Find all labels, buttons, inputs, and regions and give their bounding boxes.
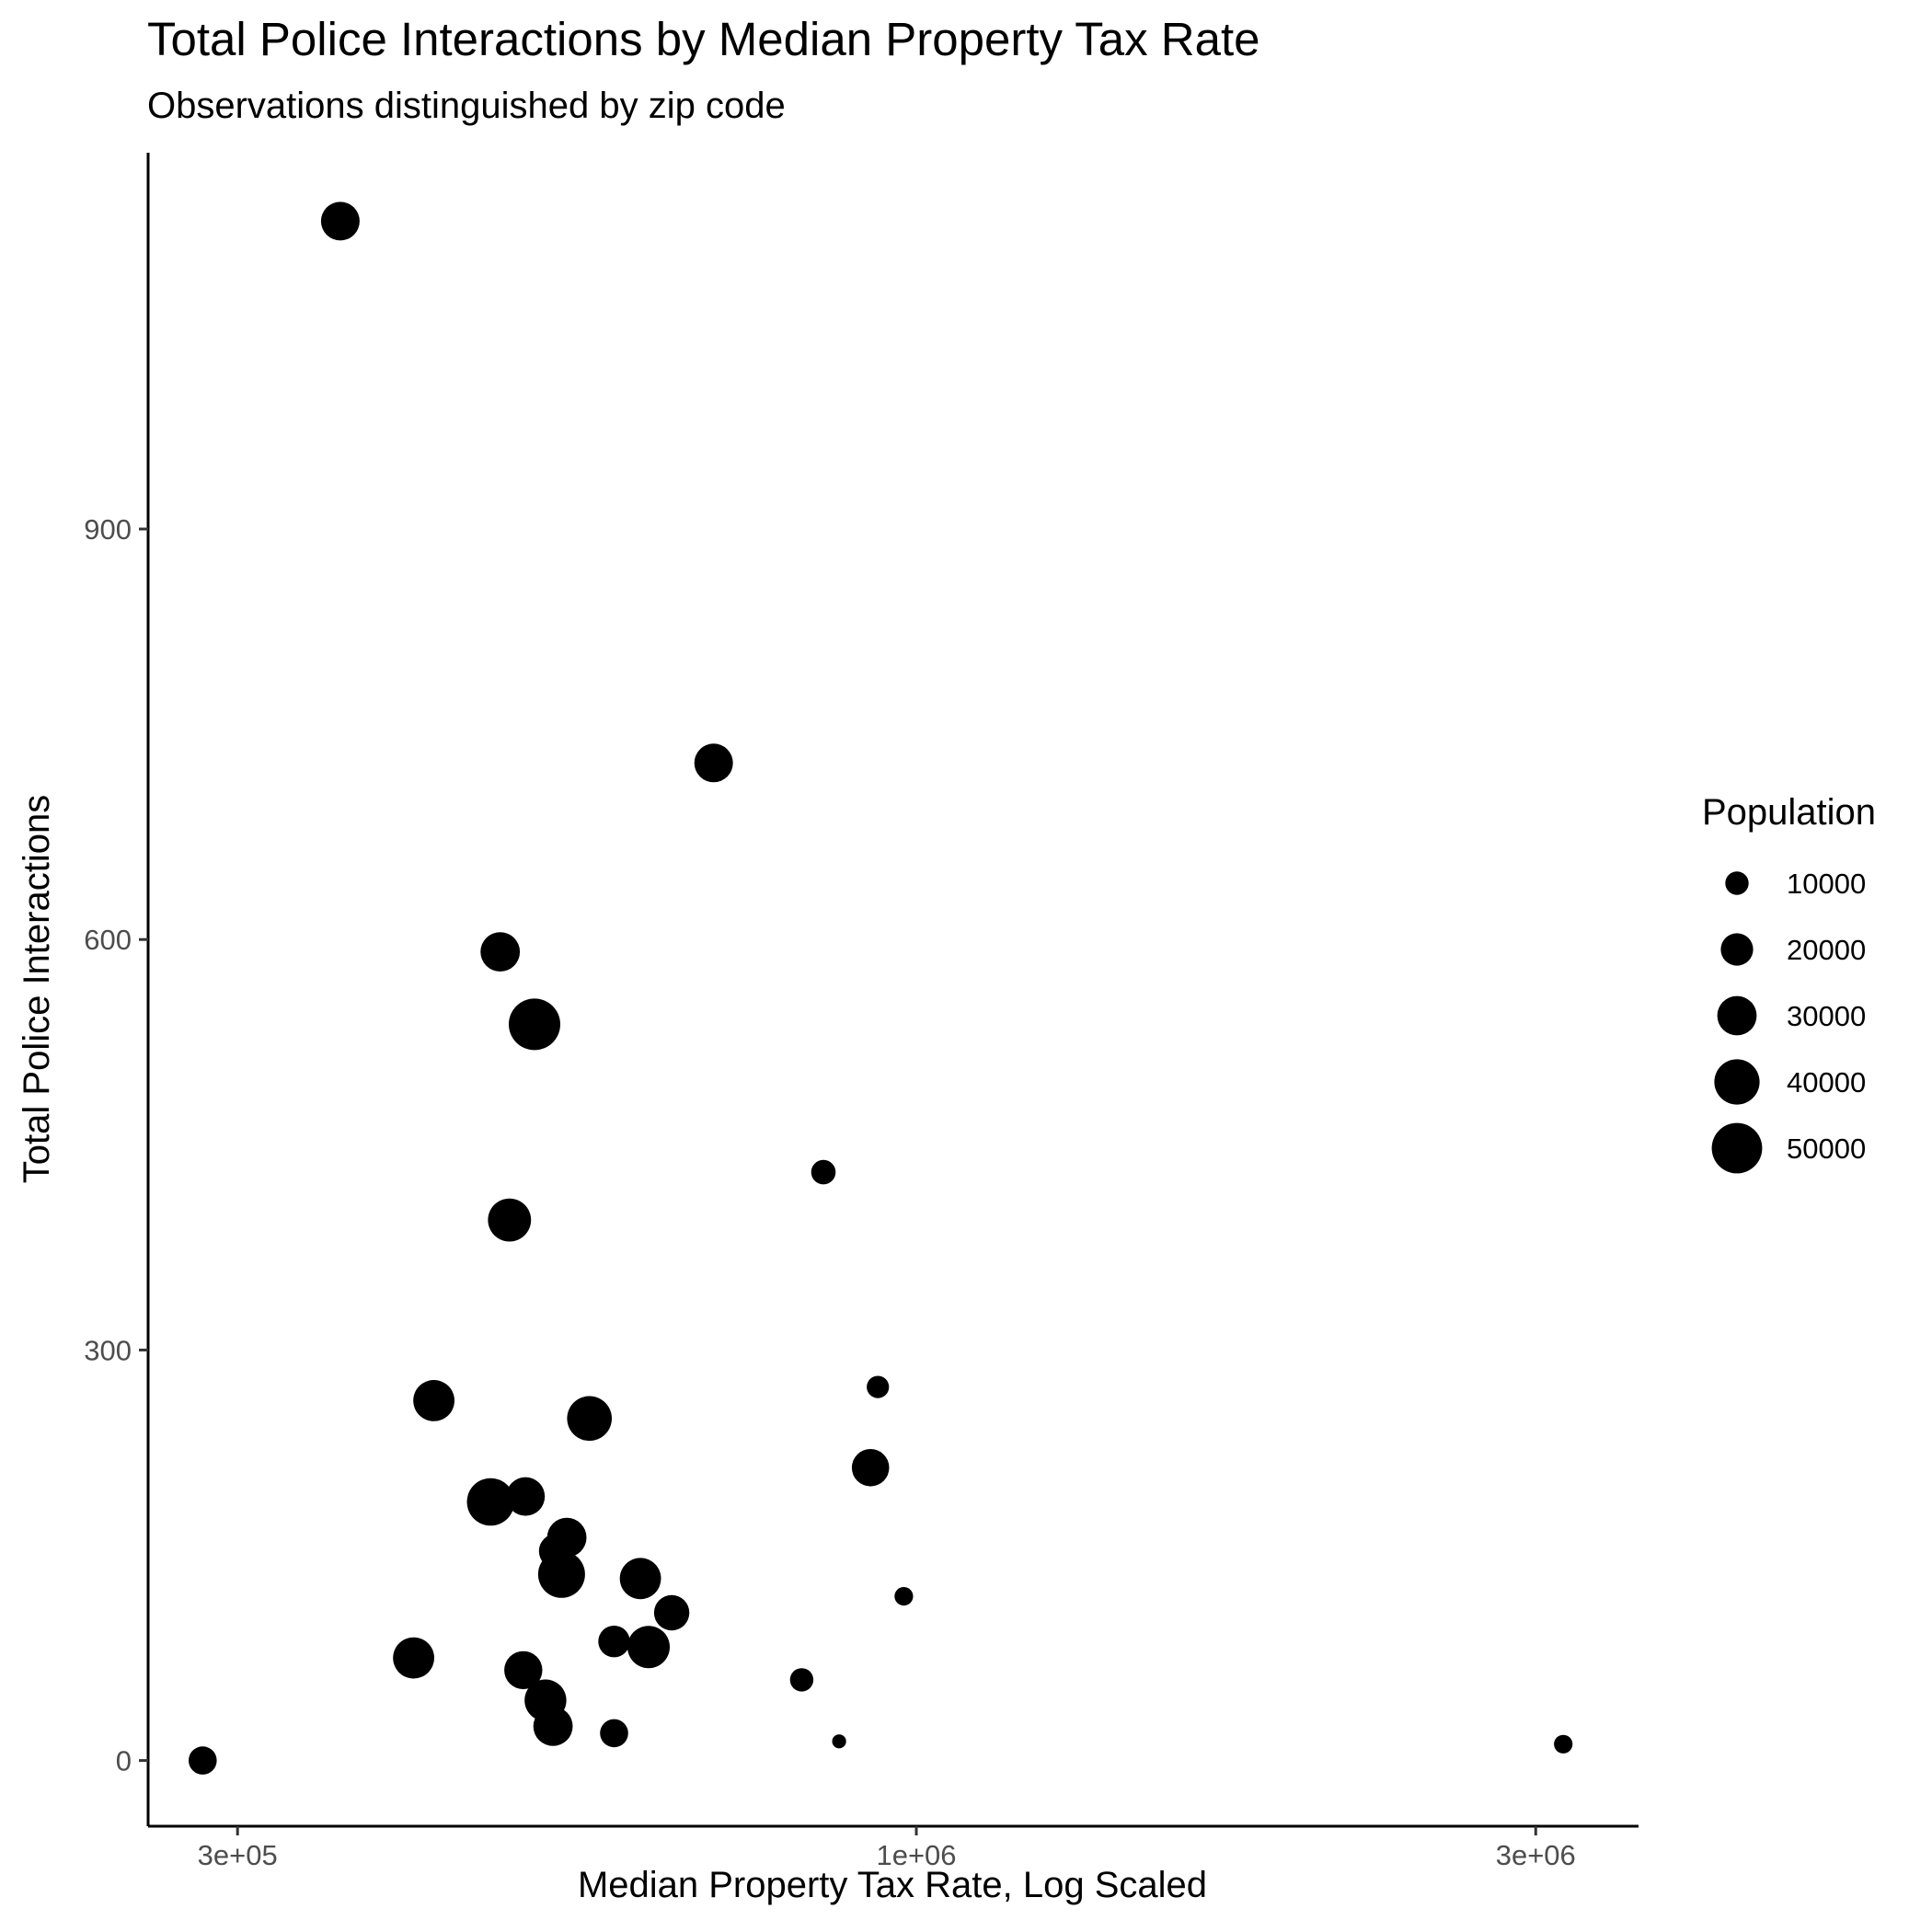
x-tick-label: 3e+06 [1496,1839,1576,1871]
data-point [393,1637,434,1679]
x-tick-label: 1e+06 [876,1839,956,1871]
chart-subtitle: Observations distinguished by zip code [147,86,786,126]
legend-key [1717,995,1757,1036]
legend-key [1725,871,1749,895]
legend-key [1714,1059,1760,1105]
y-axis-ticks: 0 300 600 900 [84,513,148,1777]
data-point [546,1517,587,1558]
data-point [653,1594,690,1631]
legend-items: 10000 20000 30000 40000 50000 [1711,868,1866,1174]
data-point [509,998,560,1051]
legend-label: 10000 [1787,868,1866,900]
x-tick-label: 3e+05 [198,1839,278,1871]
data-point [466,1478,515,1526]
x-axis-ticks: 3e+05 1e+06 3e+06 [198,1826,1576,1871]
data-point [619,1558,661,1600]
legend-label: 50000 [1787,1133,1866,1165]
chart-title: Total Police Interactions by Median Prop… [147,13,1260,65]
data-point [189,1746,217,1775]
data-point [811,1159,836,1185]
data-point [867,1375,890,1398]
data-point [488,1198,532,1242]
data-point [504,1650,543,1690]
data-point [694,743,733,783]
x-axis-title: Median Property Tax Rate, Log Scaled [578,1865,1207,1905]
data-point [627,1626,670,1669]
y-tick-label: 600 [84,924,132,956]
data-point [320,201,360,241]
data-point [851,1449,890,1487]
data-point [480,932,521,972]
y-axis-title: Total Police Interactions [17,795,57,1183]
data-point [789,1668,814,1692]
data-point [413,1380,454,1421]
y-tick-label: 0 [116,1745,132,1777]
legend-label: 30000 [1787,1000,1866,1032]
legend-label: 20000 [1787,934,1866,966]
y-tick-label: 300 [84,1334,132,1366]
legend-label: 40000 [1787,1066,1866,1098]
data-point [533,1707,573,1746]
size-legend: Population 10000 20000 30000 40000 50000 [1702,792,1876,1174]
legend-key [1720,933,1754,966]
y-tick-label: 900 [84,513,132,546]
data-point [894,1587,914,1606]
data-point [1554,1734,1573,1754]
data-point [600,1719,628,1748]
data-point [832,1734,846,1749]
data-point [598,1626,630,1658]
data-point [537,1550,585,1598]
points-layer [189,201,1573,1775]
legend-title: Population [1702,792,1876,833]
legend-key [1711,1122,1763,1174]
data-point [567,1396,612,1442]
data-point [506,1477,546,1516]
